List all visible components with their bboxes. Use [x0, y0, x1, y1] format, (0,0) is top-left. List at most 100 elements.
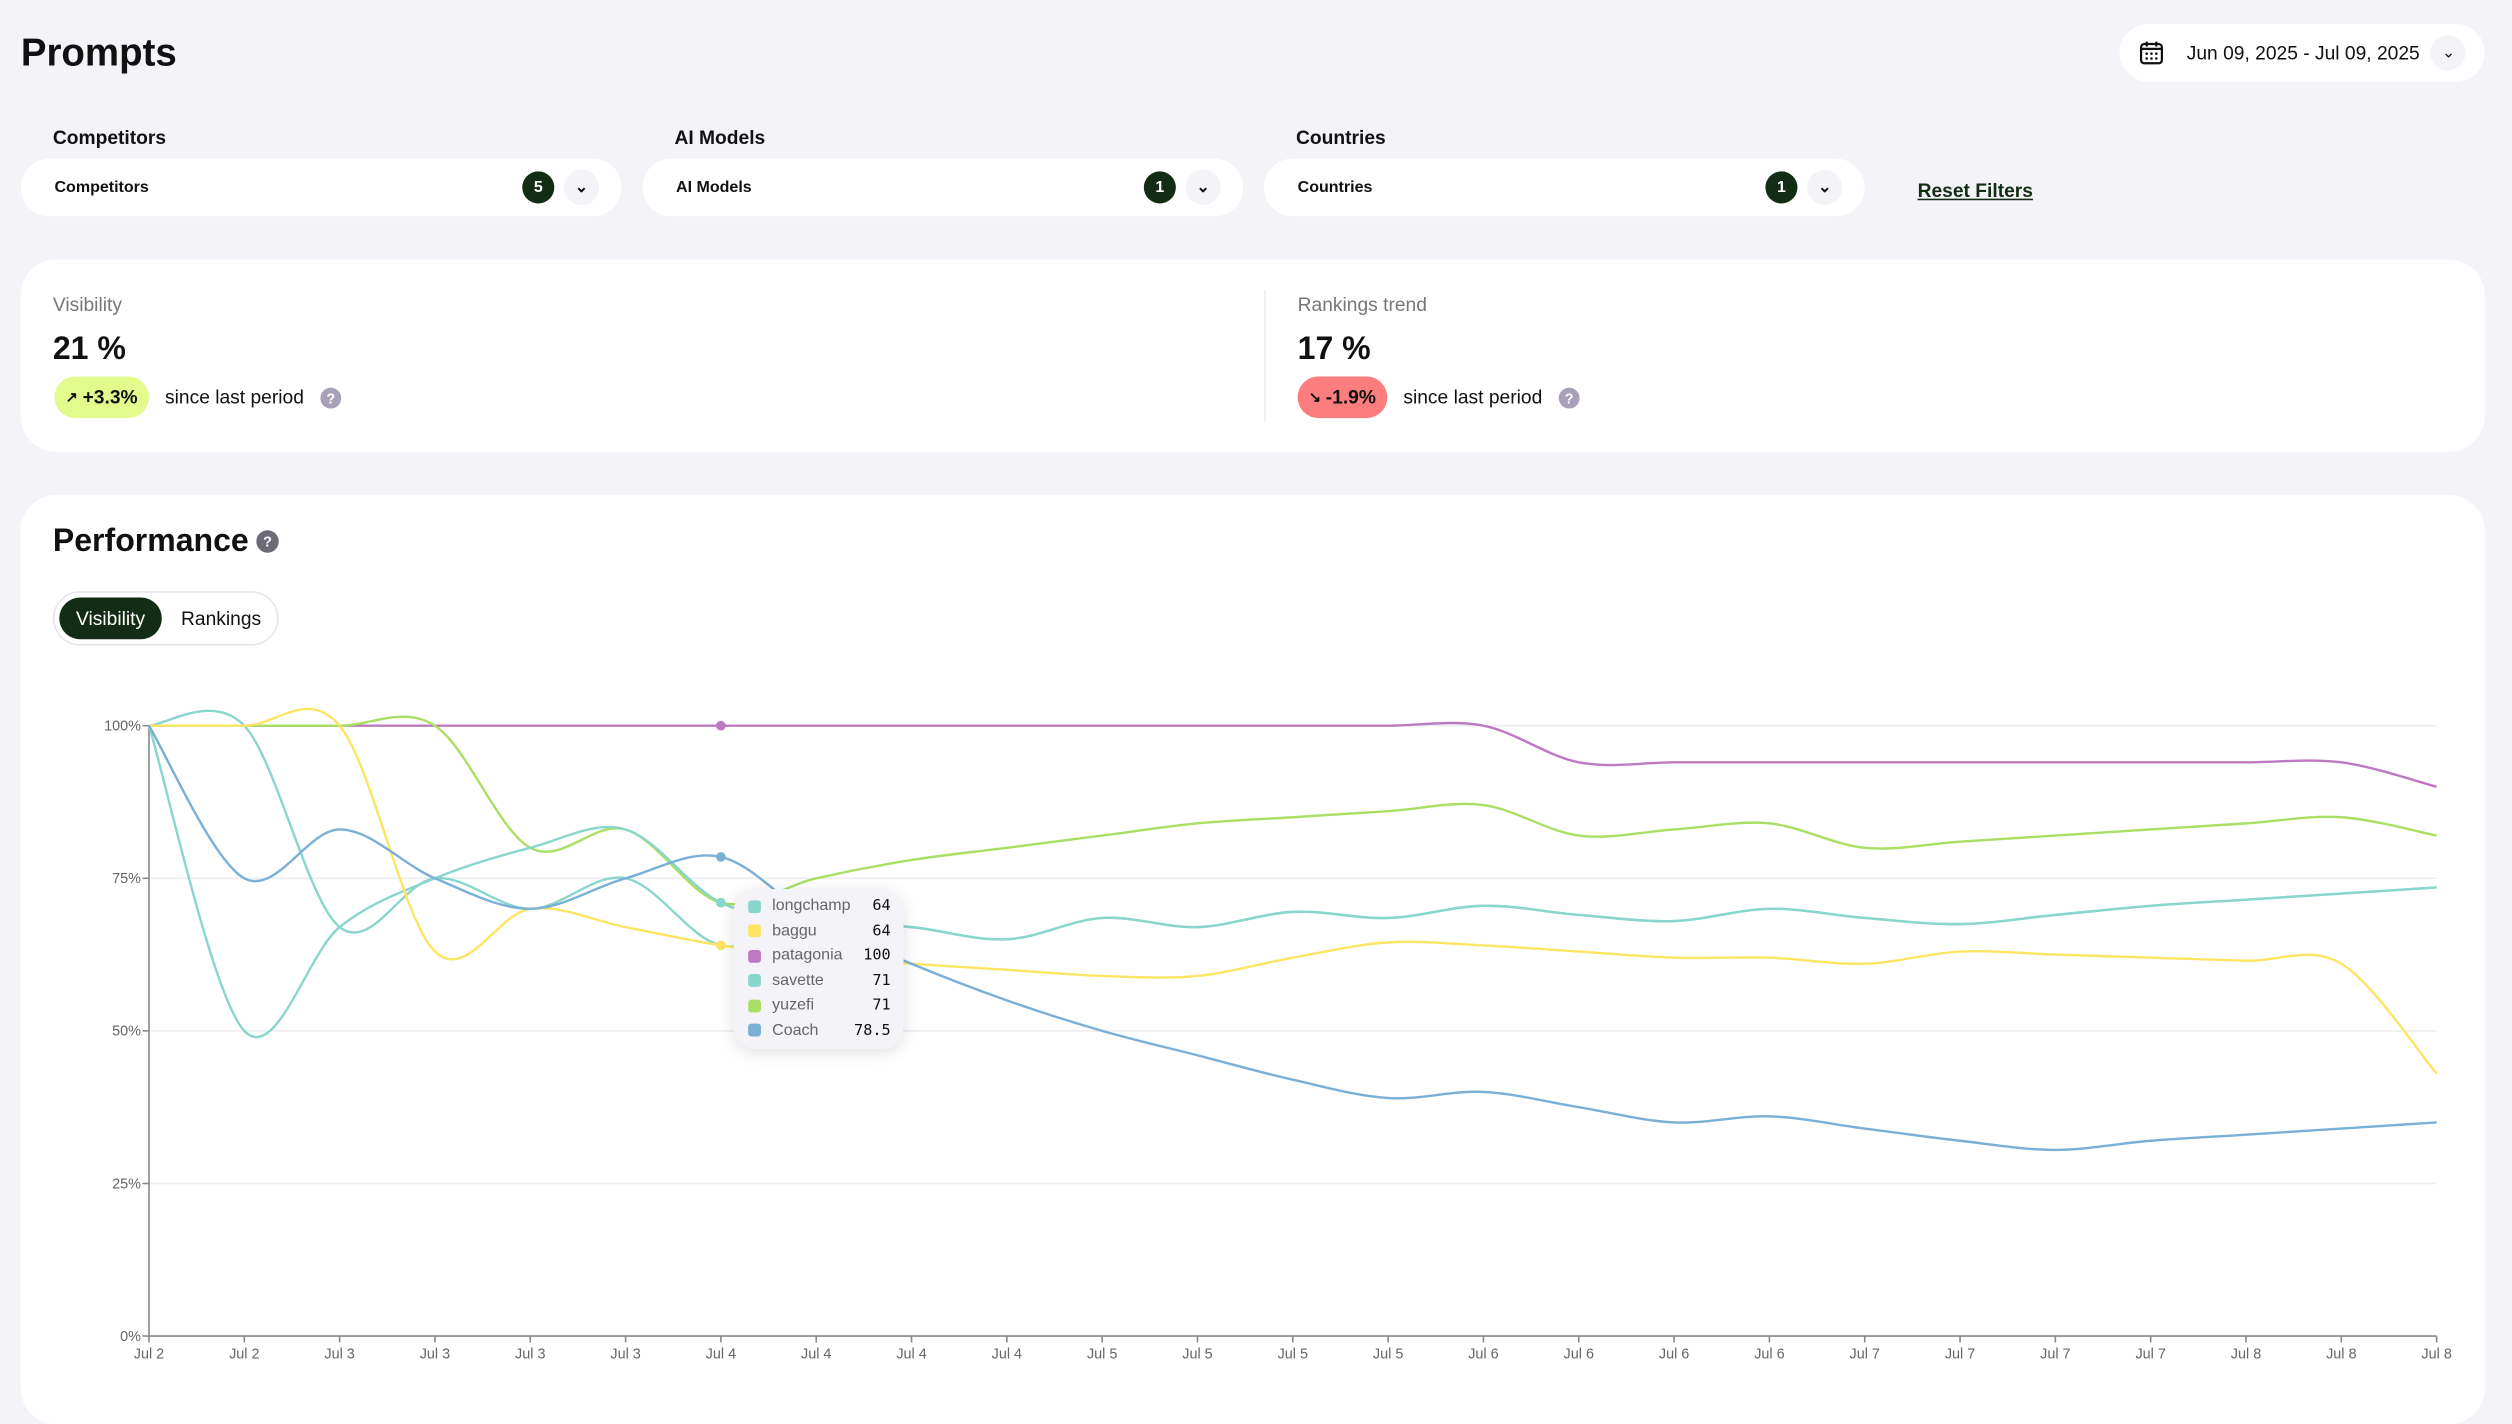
- tooltip-series-value: 100: [863, 946, 891, 965]
- x-tick-label: Jul 5: [1087, 1346, 1117, 1362]
- chevron-down-icon[interactable]: ⌄: [563, 169, 600, 206]
- competitors-label: Competitors: [52, 126, 167, 149]
- hover-point-baggu: [716, 940, 726, 951]
- tooltip-row: yuzefi 71: [748, 993, 891, 1017]
- x-tick-label: Jul 6: [1659, 1346, 1689, 1362]
- help-icon[interactable]: ?: [256, 530, 279, 553]
- help-icon[interactable]: ?: [1558, 387, 1580, 409]
- ai-models-value: AI Models: [676, 178, 752, 197]
- series-line-yuzefi: [148, 715, 2437, 906]
- x-tick-label: Jul 5: [1182, 1346, 1212, 1362]
- visibility-change: +3.3%: [82, 386, 138, 409]
- x-tick-label: Jul 8: [2231, 1346, 2261, 1362]
- x-tick-label: Jul 4: [896, 1346, 926, 1362]
- chevron-down-icon[interactable]: ⌄: [1185, 169, 1221, 206]
- x-tick-label: Jul 7: [1945, 1346, 1975, 1362]
- tooltip-series-name: savette: [772, 971, 824, 990]
- competitors-value: Competitors: [54, 178, 149, 197]
- reset-filters-link[interactable]: Reset Filters: [1917, 179, 2033, 202]
- chart-tooltip: longchamp 64 baggu 64 patagonia 100 savette 71 y…: [733, 889, 904, 1050]
- date-range-picker[interactable]: Jun 09, 2025 - Jul 09, 2025 ⌄: [2119, 24, 2485, 82]
- ai-models-label: AI Models: [674, 126, 766, 149]
- y-tick-label: 25%: [112, 1176, 141, 1192]
- x-tick-label: Jul 2: [229, 1346, 259, 1362]
- x-tick-label: Jul 3: [515, 1346, 545, 1362]
- chevron-down-icon[interactable]: ⌄: [2430, 35, 2467, 71]
- series-line-patagonia: [148, 721, 2437, 788]
- tooltip-series-value: 71: [872, 971, 891, 990]
- x-tick-label: Jul 8: [2326, 1346, 2356, 1362]
- legend-swatch: [748, 998, 761, 1012]
- tooltip-series-value: 71: [872, 996, 891, 1015]
- page-title: Prompts: [20, 32, 177, 76]
- hover-point-savette: [716, 897, 726, 908]
- x-tick-label: Jul 5: [1373, 1346, 1403, 1362]
- series-line-longchamp: [148, 709, 2437, 948]
- x-tick-label: Jul 5: [1278, 1346, 1308, 1362]
- hover-point-coach: [716, 852, 726, 862]
- x-tick-label: Jul 7: [1850, 1346, 1880, 1362]
- chevron-down-icon[interactable]: ⌄: [1807, 169, 1843, 206]
- tooltip-row: savette 71: [748, 968, 891, 992]
- y-tick-label: 100%: [104, 719, 141, 735]
- legend-swatch: [748, 899, 761, 913]
- tab-rankings[interactable]: Rankings: [181, 607, 262, 630]
- x-tick-label: Jul 3: [420, 1346, 450, 1362]
- visibility-label: Visibility: [52, 293, 122, 316]
- tooltip-series-name: baggu: [772, 921, 817, 940]
- tab-visibility[interactable]: Visibility: [59, 597, 162, 640]
- tooltip-series-name: Coach: [772, 1021, 819, 1039]
- x-tick-label: Jul 7: [2135, 1346, 2165, 1362]
- tooltip-series-name: patagonia: [772, 946, 843, 965]
- rankings-value: 17 %: [1297, 331, 1371, 367]
- tooltip-series-name: yuzefi: [772, 996, 815, 1015]
- trend-up-icon: ↗: [65, 388, 78, 405]
- tooltip-series-value: 64: [872, 897, 891, 915]
- x-tick-label: Jul 7: [2040, 1346, 2070, 1362]
- x-tick-label: Jul 2: [134, 1346, 164, 1362]
- count-badge: 1: [1765, 171, 1798, 204]
- tooltip-row: patagonia 100: [748, 944, 891, 968]
- since-label: since last period: [1403, 386, 1543, 409]
- performance-title: Performance: [52, 523, 249, 560]
- x-tick-label: Jul 4: [706, 1346, 736, 1362]
- metrics-card: [20, 259, 2485, 452]
- y-tick-label: 75%: [112, 871, 141, 887]
- visibility-change-badge: ↗ +3.3%: [54, 376, 149, 419]
- rankings-label: Rankings trend: [1297, 293, 1427, 316]
- tooltip-series-value: 64: [872, 921, 891, 940]
- trend-down-icon: ↘: [1308, 388, 1321, 405]
- legend-swatch: [748, 1023, 761, 1037]
- tooltip-series-name: longchamp: [772, 897, 851, 915]
- divider: [1263, 289, 1266, 422]
- x-tick-label: Jul 4: [801, 1346, 831, 1362]
- help-icon[interactable]: ?: [320, 387, 342, 409]
- tooltip-series-value: 78.5: [854, 1021, 891, 1039]
- y-tick-label: 50%: [112, 1024, 141, 1040]
- competitors-select[interactable]: Competitors 5 ⌄: [20, 158, 622, 217]
- since-label: since last period: [165, 386, 304, 409]
- y-tick-label: 0%: [120, 1329, 141, 1345]
- legend-swatch: [748, 949, 761, 963]
- performance-card: [20, 495, 2485, 1424]
- series-line-baggu: [148, 707, 2438, 1075]
- calendar-icon: [2139, 41, 2164, 65]
- x-tick-label: Jul 8: [2421, 1346, 2451, 1362]
- legend-swatch: [748, 924, 761, 938]
- x-tick-label: Jul 4: [992, 1346, 1022, 1362]
- x-tick-label: Jul 6: [1564, 1346, 1594, 1362]
- tooltip-row: Coach 78.5: [748, 1018, 891, 1042]
- x-tick-label: Jul 6: [1468, 1346, 1498, 1362]
- ai-models-select[interactable]: AI Models 1 ⌄: [642, 158, 1244, 217]
- performance-tabs: Visibility Rankings: [52, 591, 279, 646]
- count-badge: 1: [1143, 171, 1176, 204]
- x-tick-label: Jul 3: [324, 1346, 354, 1362]
- legend-swatch: [748, 974, 761, 987]
- rankings-change-badge: ↘ -1.9%: [1297, 376, 1388, 419]
- series-line-coach: [147, 725, 2437, 1152]
- x-tick-label: Jul 3: [610, 1346, 640, 1362]
- count-badge: 5: [522, 171, 555, 204]
- hover-point-patagonia: [716, 720, 726, 731]
- countries-select[interactable]: Countries 1 ⌄: [1263, 158, 1865, 217]
